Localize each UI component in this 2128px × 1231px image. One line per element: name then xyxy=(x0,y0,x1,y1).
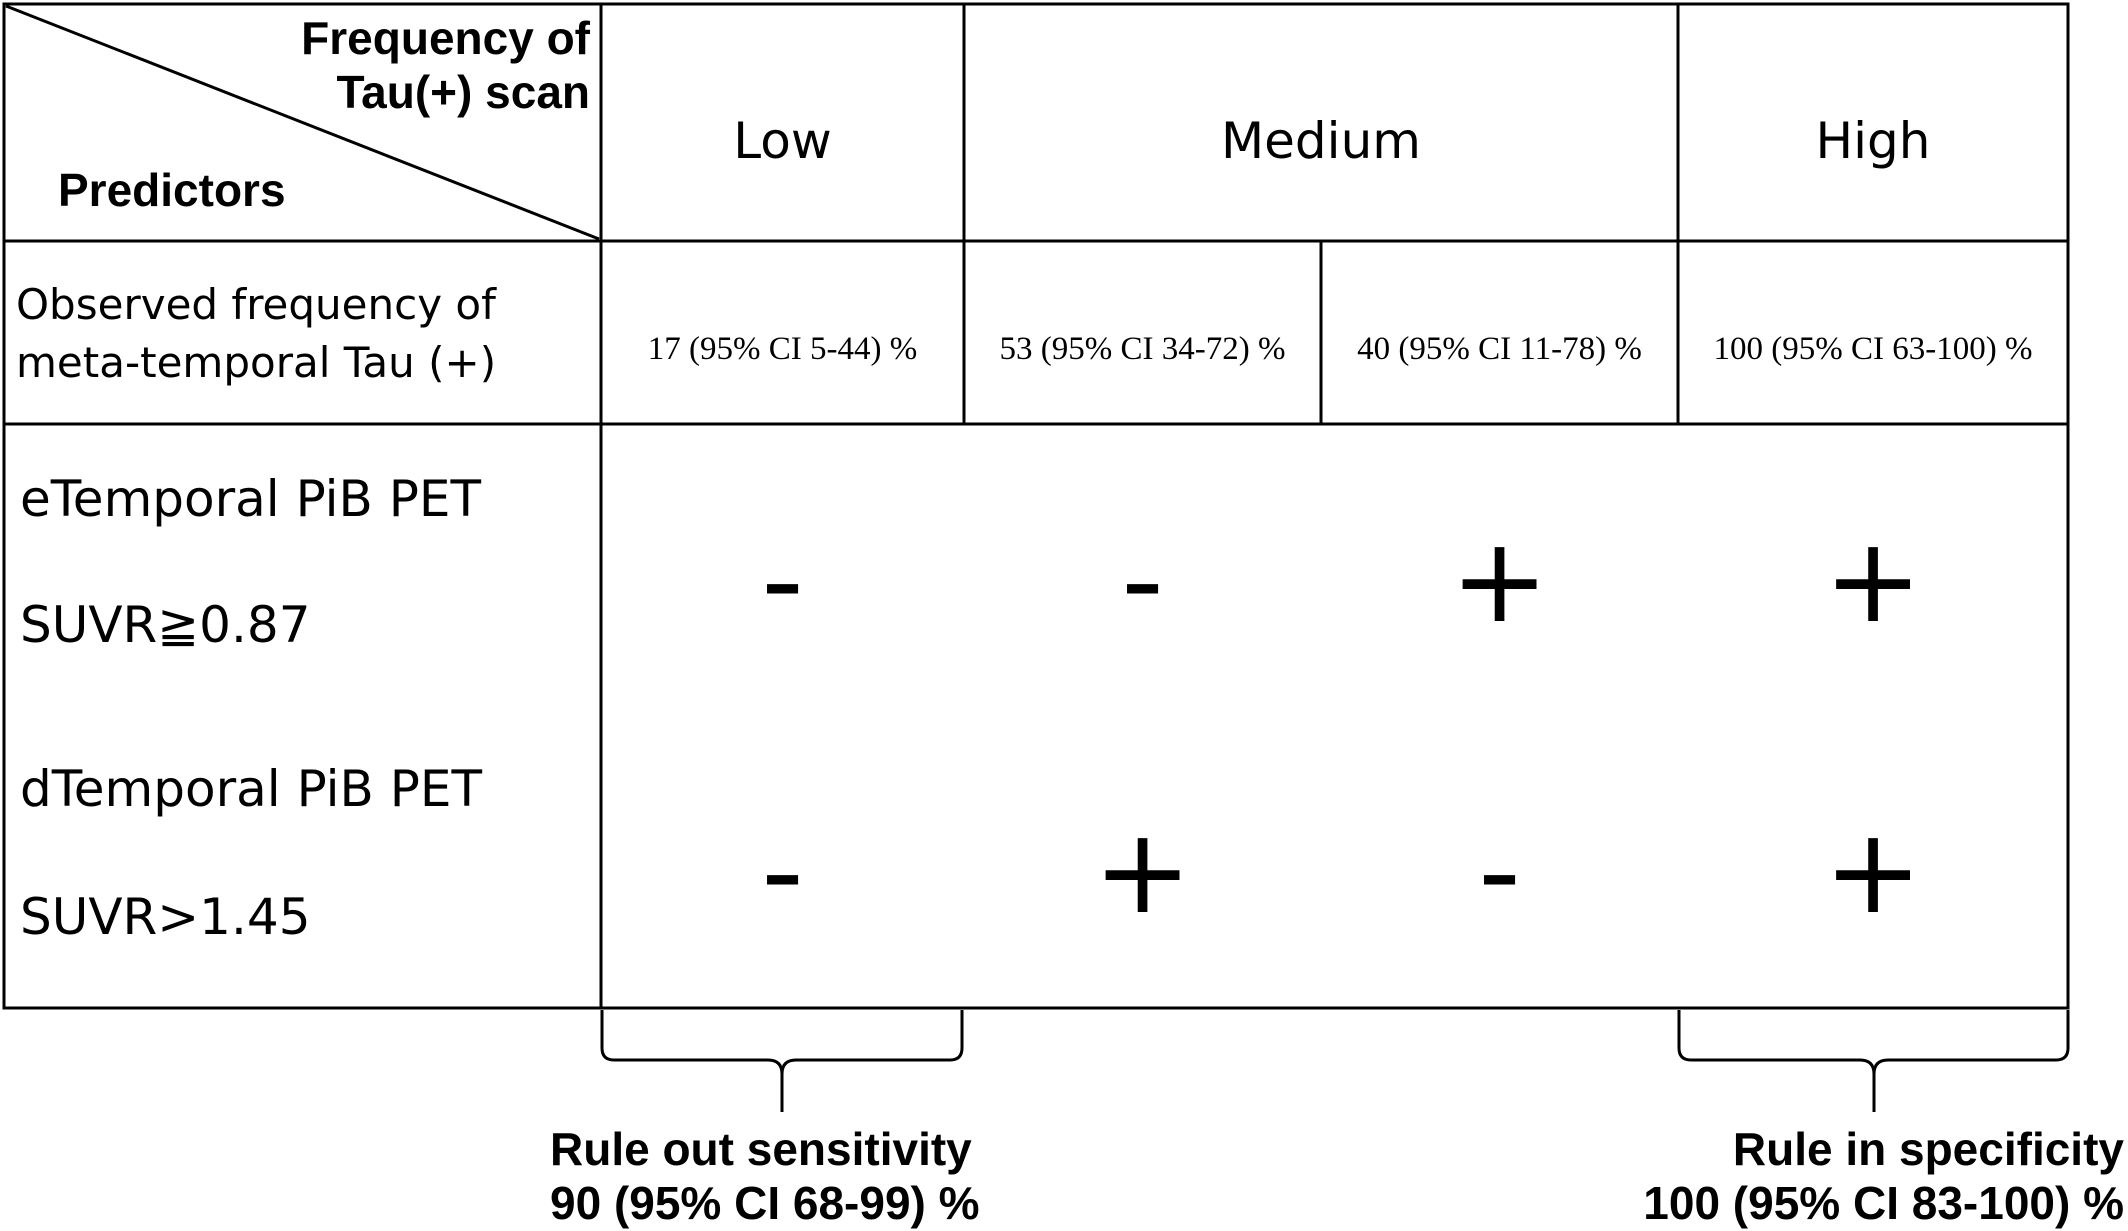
column-header-medium: Medium xyxy=(1221,112,1421,170)
observed-value-high: 100 (95% CI 63-100) % xyxy=(1713,331,2033,367)
predictor-2-sign-medium-1: + xyxy=(1093,802,1192,940)
corner-header-top: Frequency of Tau(+) scan xyxy=(150,12,590,120)
predictor-1-sign-medium-1: - xyxy=(1121,511,1164,649)
rule-out-value: 90 (95% CI 68-99) % xyxy=(550,1177,980,1230)
predictor-2-sign-low: - xyxy=(761,802,804,940)
observed-label-line-1: Observed frequency of xyxy=(16,280,496,329)
observed-frequency-label: Observed frequency of meta-temporal Tau … xyxy=(16,276,496,392)
predictor-1-criterion: SUVR≧0.87 xyxy=(20,596,311,654)
column-header-low: Low xyxy=(733,112,832,170)
corner-diagonal xyxy=(5,4,600,241)
predictor-1-sign-medium-2: + xyxy=(1450,511,1549,649)
predictor-2-sign-high: + xyxy=(1823,802,1923,940)
corner-header-line-1: Frequency of xyxy=(301,12,590,64)
rule-out-brace xyxy=(600,1010,964,1112)
rule-out-title: Rule out sensitivity xyxy=(550,1123,972,1175)
observed-label-line-2: meta-temporal Tau (+) xyxy=(16,337,497,387)
predictor-2-name: dTemporal PiB PET xyxy=(20,760,482,818)
rule-out-sensitivity-note: Rule out sensitivity 90 (95% CI 68-99) % xyxy=(550,1122,980,1231)
observed-value-medium-2: 40 (95% CI 11-78) % xyxy=(1357,331,1642,367)
corner-header-line-2: Tau(+) scan xyxy=(336,65,591,118)
rule-in-value: 100 (95% CI 83-100) % xyxy=(1643,1177,2124,1230)
column-header-high: High xyxy=(1815,112,1931,170)
corner-header-predictors: Predictors xyxy=(58,164,286,216)
rule-in-brace xyxy=(1677,1010,2070,1112)
observed-value-medium-1: 53 (95% CI 34-72) % xyxy=(999,331,1286,367)
predictor-1-name: eTemporal PiB PET xyxy=(20,470,482,528)
predictor-2-criterion: SUVR>1.45 xyxy=(20,888,311,946)
rule-in-title: Rule in specificity xyxy=(1732,1123,2124,1175)
predictor-1-sign-low: - xyxy=(761,511,804,649)
table-border xyxy=(2,2,2070,1010)
predictor-2-sign-medium-2: - xyxy=(1478,802,1521,940)
rule-in-specificity-note: Rule in specificity 100 (95% CI 83-100) … xyxy=(1612,1122,2124,1231)
predictor-1-sign-high: + xyxy=(1823,511,1923,649)
observed-value-low: 17 (95% CI 5-44) % xyxy=(647,331,918,367)
